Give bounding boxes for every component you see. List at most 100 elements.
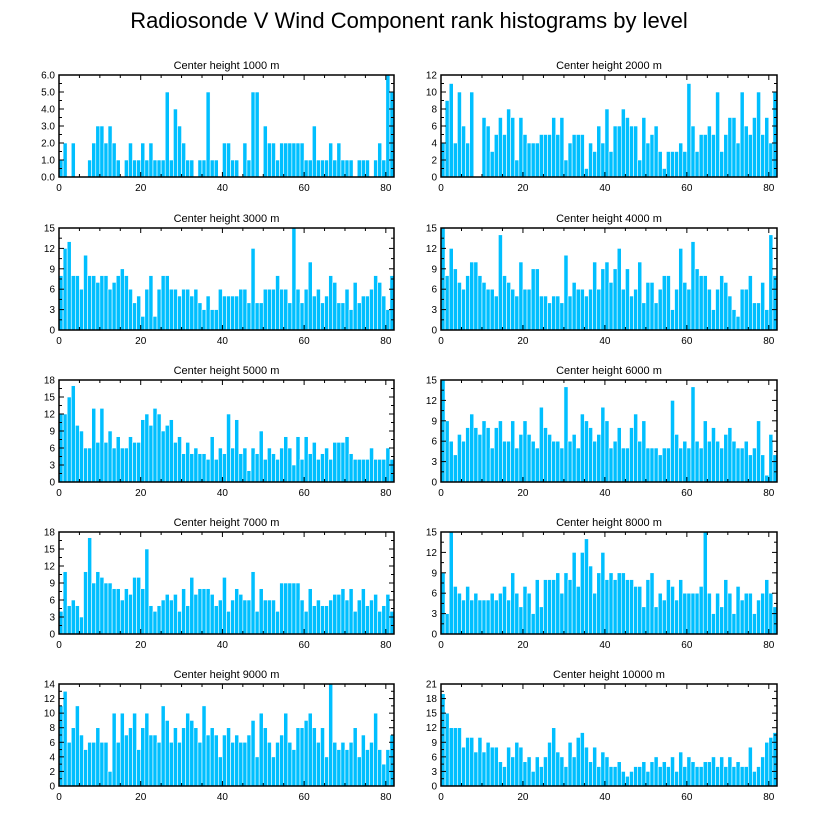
histogram-bar [649, 134, 655, 178]
panel-title: Center height 2000 m [556, 60, 662, 72]
histogram-bar [160, 430, 166, 483]
histogram-bar [506, 440, 511, 483]
histogram-bar [719, 756, 725, 787]
histogram-bar [238, 453, 244, 483]
histogram-bar [571, 434, 577, 483]
histogram-bar [160, 705, 166, 787]
histogram-bar [645, 282, 651, 331]
histogram-bar [66, 605, 72, 635]
histogram-bar [164, 594, 170, 635]
histogram-bar [580, 134, 585, 178]
histogram-bar [205, 91, 211, 178]
histogram-bar [218, 599, 223, 635]
histogram-bar [352, 282, 358, 331]
histogram-bar [653, 302, 659, 331]
histogram-bar [743, 288, 749, 331]
histogram-bar [518, 606, 524, 635]
histogram-bar [756, 91, 761, 178]
histogram-bar [209, 159, 215, 178]
histogram-bar [107, 125, 113, 178]
histogram-bar [189, 720, 195, 787]
histogram-bar [698, 134, 704, 178]
histogram-bar [201, 705, 207, 787]
histogram-bar [748, 746, 753, 787]
histogram-bar [510, 117, 516, 178]
histogram-bar [242, 447, 248, 483]
histogram-bar [698, 766, 704, 787]
histogram-bar [514, 447, 520, 483]
histogram-bar [234, 588, 240, 635]
histogram-bar [173, 727, 178, 787]
histogram-bar [723, 282, 729, 331]
histogram-bar [226, 142, 231, 178]
histogram-bar [678, 447, 684, 483]
histogram-bar [555, 751, 561, 787]
histogram-bar [526, 142, 532, 178]
histogram-bar [588, 288, 593, 331]
histogram-bar [608, 766, 614, 787]
histogram-bar [715, 91, 720, 178]
histogram-bar [469, 413, 475, 483]
histogram-bar [316, 599, 321, 635]
histogram-bar [555, 134, 561, 178]
histogram-bar [481, 420, 487, 483]
histogram-bar [493, 599, 499, 635]
histogram-bar [518, 434, 524, 483]
histogram-bar [275, 611, 280, 635]
histogram-bar [230, 159, 235, 178]
histogram-bar [559, 756, 565, 787]
histogram-bar [169, 159, 174, 178]
histogram-bar [530, 440, 536, 483]
y-tick-label: 12 [426, 723, 438, 734]
x-tick-label: 40 [599, 183, 611, 194]
histogram-bar [307, 159, 313, 178]
histogram-bar [99, 741, 105, 787]
histogram-bar [136, 577, 142, 635]
y-tick-label: 9 [49, 579, 55, 590]
histogram-bar [124, 159, 129, 178]
y-tick-label: 3 [49, 461, 55, 472]
histogram-bar [213, 734, 219, 787]
histogram-bar [70, 275, 76, 331]
histogram-bar [567, 142, 573, 178]
histogram-bar [678, 751, 684, 787]
histogram-bar [164, 720, 170, 787]
y-tick-label: 6 [431, 437, 437, 448]
histogram-bar [107, 771, 113, 787]
histogram-bar [332, 282, 338, 331]
histogram-bar [719, 151, 725, 178]
histogram-bar [522, 288, 528, 331]
histogram-bar [469, 261, 475, 331]
histogram-bar [551, 117, 557, 178]
histogram-bar [242, 288, 248, 331]
histogram-bar [91, 275, 97, 331]
histogram-bar [629, 579, 634, 635]
histogram-bar [177, 295, 182, 331]
histogram-bar [493, 427, 499, 483]
histogram-bar [254, 611, 260, 635]
histogram-bar [674, 151, 679, 178]
histogram-bar [727, 427, 733, 483]
histogram-bar [132, 159, 137, 178]
histogram-bar [156, 413, 162, 483]
histogram-bar [83, 447, 88, 483]
histogram-bar [604, 579, 610, 635]
histogram-bar [209, 727, 215, 787]
histogram-bar [320, 159, 325, 178]
histogram-bar [209, 594, 215, 635]
histogram-bar [377, 459, 383, 483]
histogram-bar [760, 134, 766, 178]
histogram-bar [124, 588, 129, 635]
histogram-bar [485, 125, 491, 178]
histogram-bar [547, 741, 552, 787]
histogram-bar [136, 159, 142, 178]
histogram-bar [279, 582, 284, 635]
histogram-bar [596, 125, 602, 178]
histogram-bar [152, 316, 158, 331]
histogram-bar [356, 599, 362, 635]
histogram-bar [686, 447, 692, 483]
histogram-bar [637, 159, 643, 178]
x-tick-label: 80 [380, 336, 392, 347]
histogram-bar [254, 302, 260, 331]
histogram-bar [316, 159, 321, 178]
